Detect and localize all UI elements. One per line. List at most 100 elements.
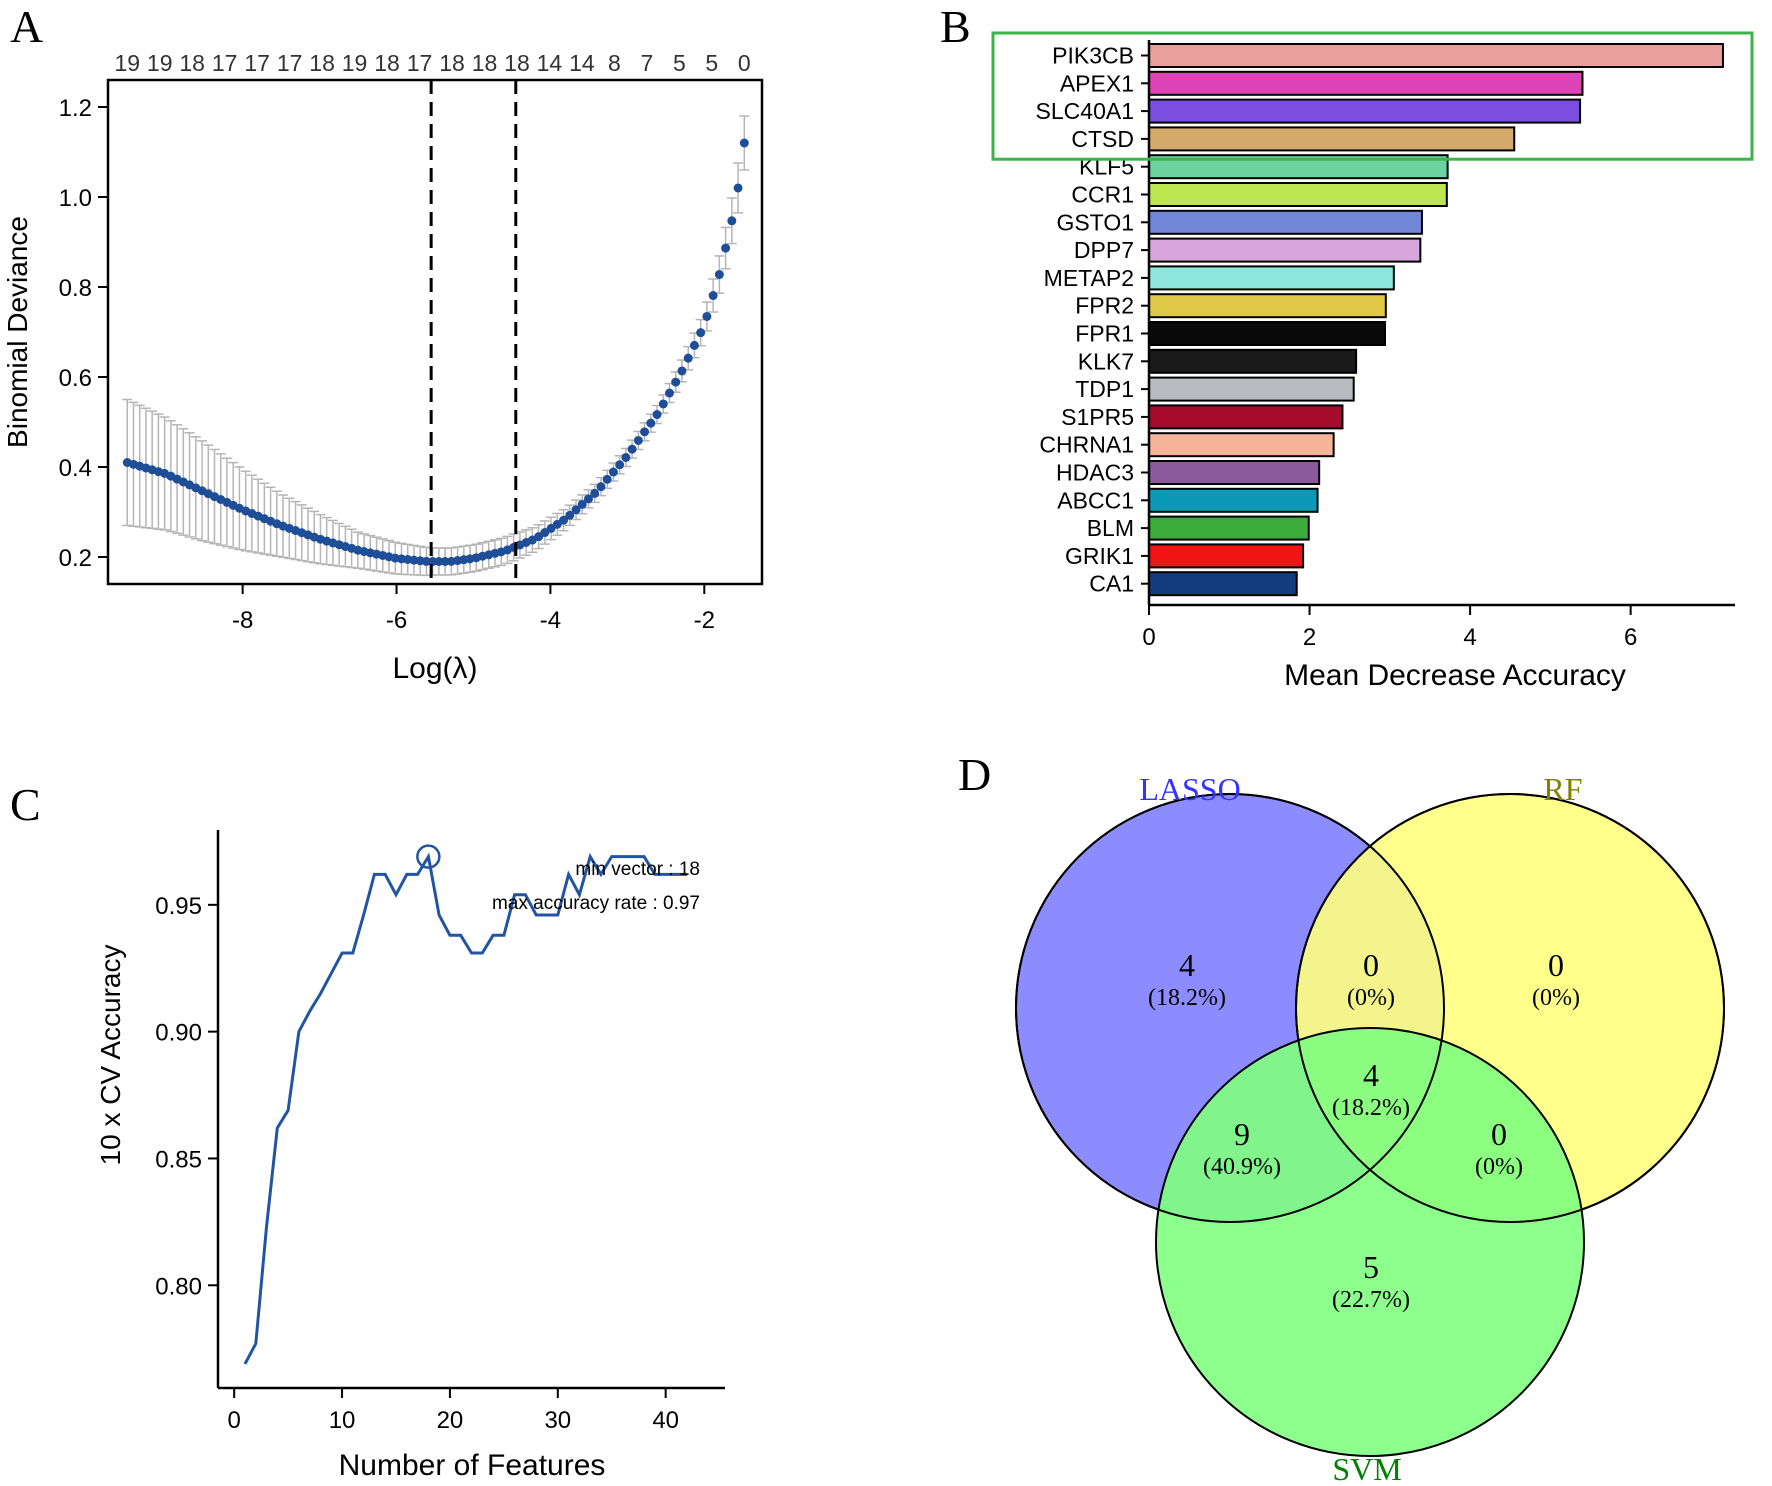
rf-importance-chart: PIK3CBAPEX1SLC40A1CTSDKLF5CCR1GSTO1DPP7M… [991,31,1754,692]
panel-letter: A [10,1,43,52]
top-axis-label: 18 [472,50,498,76]
gene-label: BLM [1087,515,1134,541]
deviance-point [615,460,625,470]
gene-label: TDP1 [1075,376,1134,402]
gene-label: CCR1 [1071,182,1134,208]
deviance-point [559,515,569,525]
deviance-point [571,505,581,515]
max-accuracy-annotation: max accuracy rate : 0.97 [492,893,700,914]
y-tick-label: 0.2 [59,545,92,572]
top-axis-label: 0 [738,50,751,76]
importance-bar [1148,376,1355,402]
deviance-point [590,488,600,498]
deviance-point [739,138,749,148]
top-axis-label: 14 [537,50,563,76]
importance-bar [1148,182,1448,207]
region-count-svm-only: 5 [1363,1249,1379,1285]
accuracy-line [243,852,688,1365]
deviance-point [596,482,606,492]
x-tick-label: 40 [652,1407,679,1434]
deviance-point [583,494,593,504]
gene-label: METAP2 [1044,265,1134,291]
importance-bar [1148,487,1319,513]
gene-label: ABCC1 [1057,487,1134,513]
deviance-point [696,328,706,338]
region-count-rf-only: 0 [1548,947,1564,983]
lasso-outline [1015,793,1445,1223]
top-axis-label: 17 [407,50,433,76]
error-bars [122,115,750,577]
x-tick-label: 6 [1624,624,1637,651]
region-count-rf-svm: 0 [1491,1116,1507,1152]
panel-letter: B [940,1,971,52]
importance-bar [1148,348,1358,374]
top-axis-label: 17 [277,50,303,76]
gene-label: GRIK1 [1065,543,1134,569]
deviance-point [727,216,737,226]
x-tick-label: 10 [329,1407,356,1434]
x-tick-label: -6 [386,607,407,634]
importance-bar [1148,43,1724,68]
deviance-points [122,138,749,566]
plot-frame [106,78,764,586]
y-axis: 0.2 0.4 0.6 0.8 1.0 1.2 [59,95,108,572]
top-axis-label: 19 [114,50,140,76]
importance-bar [1148,70,1584,96]
deviance-point [565,510,575,520]
x-axis: 0 10 20 30 40 [228,1388,679,1434]
y-axis-label: 10 x CV Accuracy [95,945,126,1166]
gene-label: PIK3CB [1052,43,1134,69]
lambda-lines [429,80,518,584]
top-axis-label: 17 [212,50,238,76]
y-tick-label: 0.6 [59,365,92,392]
importance-bar [1148,237,1422,263]
top-features-highlight-box [991,31,1754,161]
importance-bar [1148,126,1516,152]
x-tick-label: 20 [437,1407,464,1434]
top-axis-label: 7 [640,50,653,76]
deviance-point [421,556,431,566]
top-axis-label: 18 [179,50,205,76]
region-pct-all-three: (18.2%) [1332,1095,1410,1121]
x-tick-label: 0 [1142,624,1155,651]
deviance-point [646,418,656,428]
gene-label: CA1 [1089,571,1134,597]
top-axis-label: 18 [374,50,400,76]
svm-set-label: SVM [1332,1451,1401,1486]
region-pct-svm-only: (22.7%) [1332,1287,1410,1313]
x-tick-label: -4 [540,607,561,634]
deviance-point [652,410,662,420]
region-pct-lasso-only: (18.2%) [1148,985,1226,1011]
deviance-point [714,270,724,280]
deviance-point [440,557,450,566]
y-tick-label: 0.80 [155,1273,202,1300]
y-tick-label: 1.2 [59,95,92,122]
importance-bar [1148,265,1395,291]
region-count-lasso-svm: 9 [1234,1116,1250,1152]
y-tick-label: 1.0 [59,185,92,212]
importance-bar [1148,293,1387,319]
top-axis-labels: 19 19 18 17 17 17 18 19 18 17 18 18 18 14 14 8 7 5 5 0 [114,50,750,76]
x-tick-label: -2 [694,607,715,634]
svm-rfe-accuracy-chart: 0.80 0.85 0.90 0.95 0 10 20 30 40 min vector : … [95,830,725,1482]
gene-label: HDAC3 [1056,460,1134,486]
max-accuracy-marker [416,844,441,869]
x-tick-label: -8 [232,607,253,634]
deviance-point [633,435,643,445]
top-axis-label: 8 [608,50,621,76]
deviance-point [658,399,668,409]
rf-outline [1295,793,1725,1223]
top-axis-label: 5 [673,50,686,76]
min-vector-annotation: min vector : 18 [575,859,700,880]
x-tick-label: 4 [1463,624,1476,651]
region-pct-rf-only: (0%) [1532,985,1580,1011]
y-tick-label: 0.95 [155,893,202,920]
importance-bar [1148,571,1298,597]
x-axis: 0 2 4 6 [1142,605,1637,651]
panel-letter: C [10,779,41,830]
region-pct-rf-svm: (0%) [1475,1154,1523,1180]
deviance-point [665,388,675,398]
region-pct-lasso-svm: (40.9%) [1203,1154,1281,1180]
deviance-point [608,467,618,477]
